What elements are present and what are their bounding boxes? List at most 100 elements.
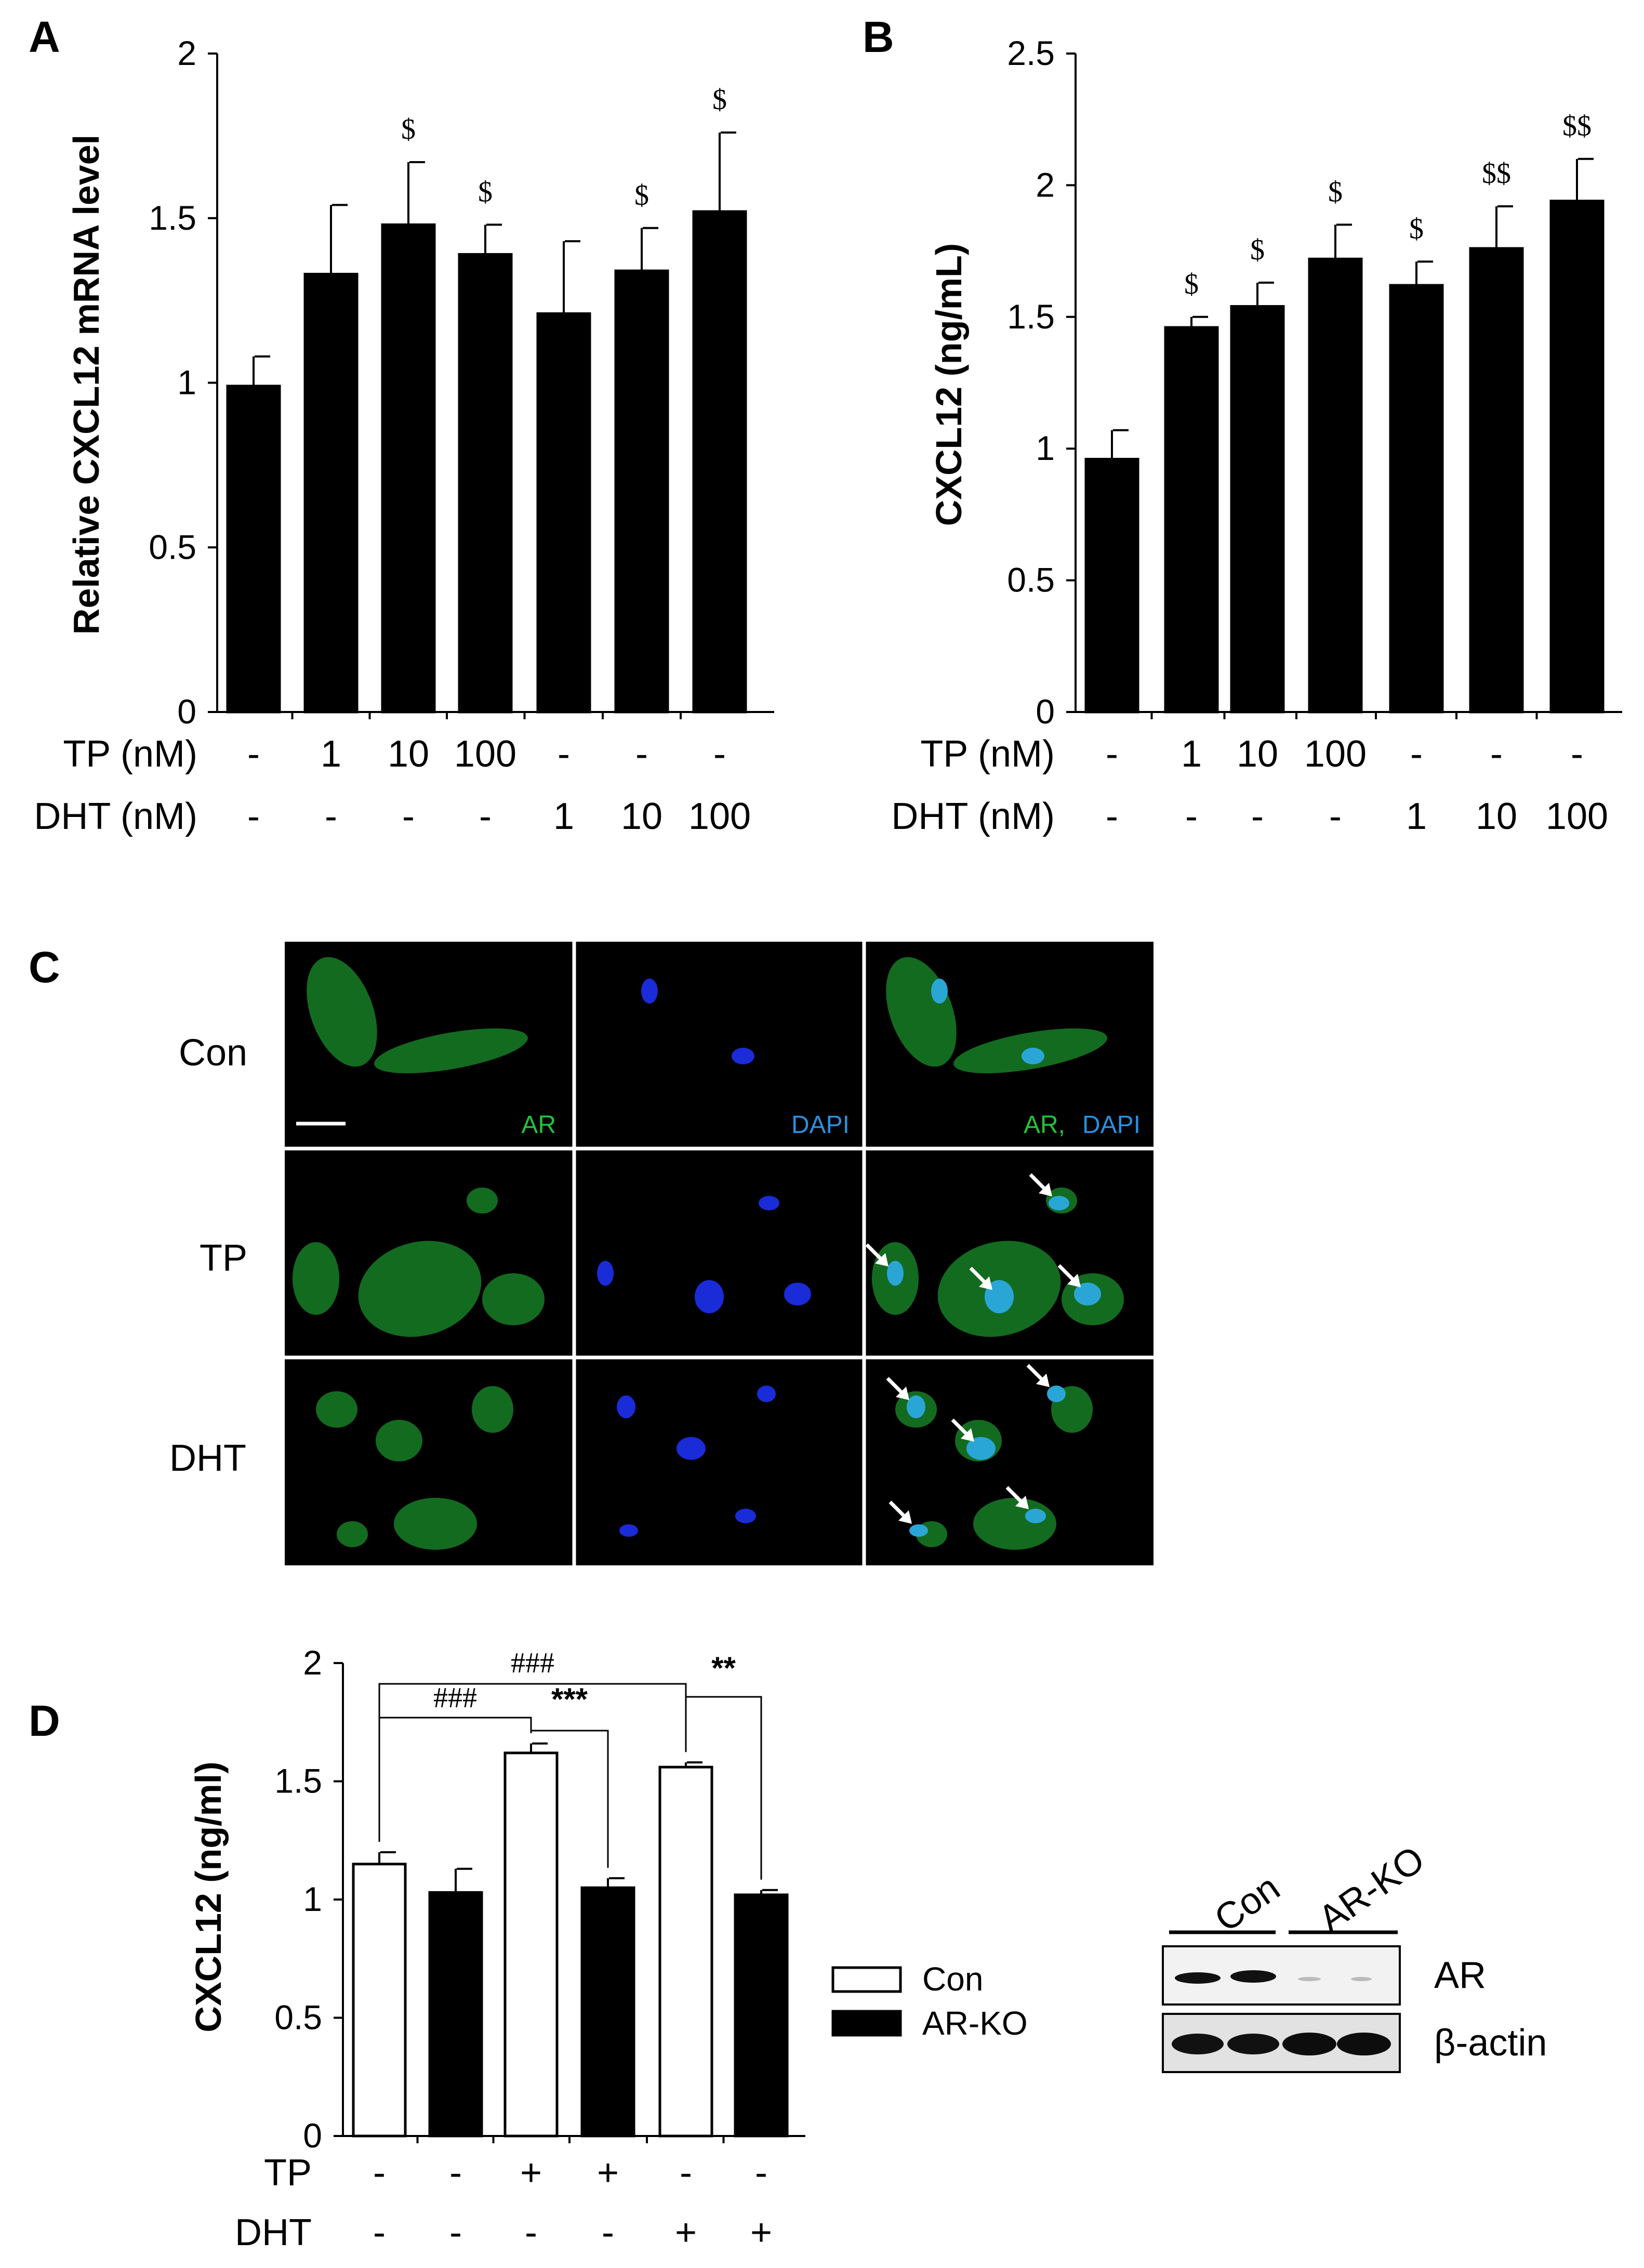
blot-band-ar-4 bbox=[1351, 1977, 1372, 1981]
y-tick-label: 1 bbox=[1036, 429, 1055, 467]
condition-label: DHT (nM) bbox=[34, 796, 197, 837]
merge-label-dapi: DAPI bbox=[1082, 1111, 1141, 1139]
y-tick-label: 2 bbox=[303, 1643, 322, 1682]
y-tick-label: 1.5 bbox=[1007, 297, 1055, 336]
y-tick-label: 2 bbox=[1036, 165, 1055, 204]
dapi-nucleus bbox=[784, 1283, 811, 1306]
legend-label-con: Con bbox=[922, 1960, 983, 1998]
blot-band-ar-1 bbox=[1175, 1972, 1221, 1984]
panel-letter-c: C bbox=[29, 943, 60, 992]
legend-label-ar-ko: AR-KO bbox=[922, 2005, 1028, 2042]
dapi-nucleus bbox=[735, 1509, 756, 1523]
condition-value: - bbox=[1106, 796, 1118, 837]
arrow-head-icon bbox=[896, 1387, 909, 1400]
condition-value: 100 bbox=[454, 733, 516, 775]
arrow-head-icon bbox=[1036, 1374, 1050, 1387]
y-tick-label: 1.5 bbox=[149, 199, 196, 237]
significance-label: $$ bbox=[1482, 157, 1511, 190]
dapi-nucleus bbox=[597, 1261, 614, 1286]
panel-letter-b: B bbox=[863, 12, 894, 61]
condition-value: - bbox=[1251, 796, 1264, 837]
dapi-nucleus bbox=[757, 1386, 776, 1402]
blot-band-ar-3 bbox=[1298, 1977, 1321, 1981]
y-axis-label: CXCL12 (ng/ml) bbox=[188, 1761, 229, 2032]
bracket-label: ### bbox=[511, 1647, 554, 1679]
panel-letter-d: D bbox=[29, 1696, 60, 1745]
y-axis-label: Relative CXCL12 mRNA level bbox=[66, 135, 107, 635]
condition-label: TP bbox=[264, 2152, 312, 2194]
bar bbox=[536, 312, 591, 714]
significance-bracket bbox=[685, 1696, 762, 1880]
blot-band-actin-2 bbox=[1227, 2034, 1279, 2054]
arrow-head-icon bbox=[875, 1253, 889, 1267]
bar bbox=[692, 210, 747, 714]
dapi-nucleus bbox=[1022, 1048, 1044, 1064]
condition-value: - bbox=[635, 733, 648, 775]
chart-d: 0 0.5 1 1.5 2 CXCL12 (ng/ml) TP - - + + - - DHT - - - - + +… bbox=[188, 1643, 805, 2253]
condition-value: - bbox=[325, 796, 337, 837]
condition-value: - bbox=[1490, 733, 1503, 775]
panel-letter-a: A bbox=[29, 12, 60, 61]
bar bbox=[1084, 457, 1139, 714]
condition-value: - bbox=[449, 2212, 462, 2253]
condition-value: - bbox=[1329, 796, 1342, 837]
bar bbox=[1164, 326, 1219, 714]
condition-value: - bbox=[680, 2152, 692, 2194]
bracket-label: *** bbox=[551, 1682, 588, 1717]
blot-band-actin-1 bbox=[1172, 2034, 1224, 2054]
condition-label: TP (nM) bbox=[63, 733, 197, 775]
legend-swatch-con bbox=[831, 1966, 902, 1993]
ar-stained-cell bbox=[293, 1242, 339, 1315]
bar bbox=[1549, 200, 1605, 714]
significance-label: $ bbox=[634, 179, 649, 212]
y-tick-label: 0 bbox=[177, 692, 196, 731]
microscopy-panel: AR DAPI AR, DAPI Con TP DHT bbox=[169, 942, 1154, 1565]
ar-stained-cell bbox=[376, 1420, 422, 1461]
ar-stained-cell bbox=[482, 1273, 545, 1325]
bar bbox=[352, 1863, 407, 2138]
condition-value: - bbox=[373, 2152, 386, 2194]
ar-stained-cell bbox=[973, 1498, 1056, 1550]
bar bbox=[226, 385, 281, 714]
blot-band-actin-4 bbox=[1337, 2033, 1391, 2055]
y-axis-label: CXCL12 (ng/mL) bbox=[929, 243, 969, 526]
legend: Con AR-KO bbox=[831, 1960, 1028, 2042]
bar bbox=[458, 253, 513, 714]
significance-label: $ bbox=[1184, 268, 1199, 300]
dapi-nucleus bbox=[695, 1280, 724, 1313]
arrow-head-icon bbox=[1067, 1274, 1081, 1287]
condition-value: - bbox=[1106, 733, 1118, 775]
condition-value: + bbox=[597, 2152, 619, 2194]
dapi-nucleus bbox=[732, 1048, 754, 1064]
bracket-label: ### bbox=[433, 1682, 477, 1714]
bar bbox=[658, 1765, 713, 2138]
y-tick-label: 0.5 bbox=[149, 528, 196, 566]
chart-a: 0 0.5 1 1.5 2 Relative CXCL12 mRNA level $ $ $ $ T… bbox=[34, 34, 774, 837]
row-label-tp: TP bbox=[200, 1237, 247, 1279]
condition-value: 10 bbox=[388, 733, 429, 775]
condition-value: - bbox=[713, 733, 726, 775]
bar bbox=[580, 1886, 635, 2138]
significance-label: $ bbox=[478, 176, 493, 208]
condition-value: - bbox=[449, 2152, 462, 2194]
condition-value: - bbox=[247, 733, 260, 775]
arrow-head-icon bbox=[1015, 1496, 1029, 1509]
condition-value: 100 bbox=[1546, 796, 1608, 837]
condition-label: DHT (nM) bbox=[891, 796, 1055, 837]
condition-value: - bbox=[1410, 733, 1423, 775]
y-tick-label: 2 bbox=[177, 34, 196, 72]
condition-value: + bbox=[520, 2152, 542, 2194]
significance-label: $ bbox=[1250, 234, 1265, 266]
row-label-con: Con bbox=[179, 1032, 247, 1074]
dapi-nucleus bbox=[1049, 1196, 1069, 1210]
significance-label: $ bbox=[401, 113, 416, 146]
condition-value: 1 bbox=[1181, 733, 1202, 775]
dapi-nucleus bbox=[617, 1395, 635, 1418]
y-tick-label: 0.5 bbox=[274, 1998, 322, 2037]
merge-label-ar: AR, bbox=[1024, 1111, 1065, 1139]
y-tick-label: 2.5 bbox=[1007, 34, 1055, 72]
bar bbox=[1308, 257, 1363, 714]
dapi-nucleus bbox=[887, 1261, 904, 1286]
arrow-head-icon bbox=[979, 1276, 992, 1290]
